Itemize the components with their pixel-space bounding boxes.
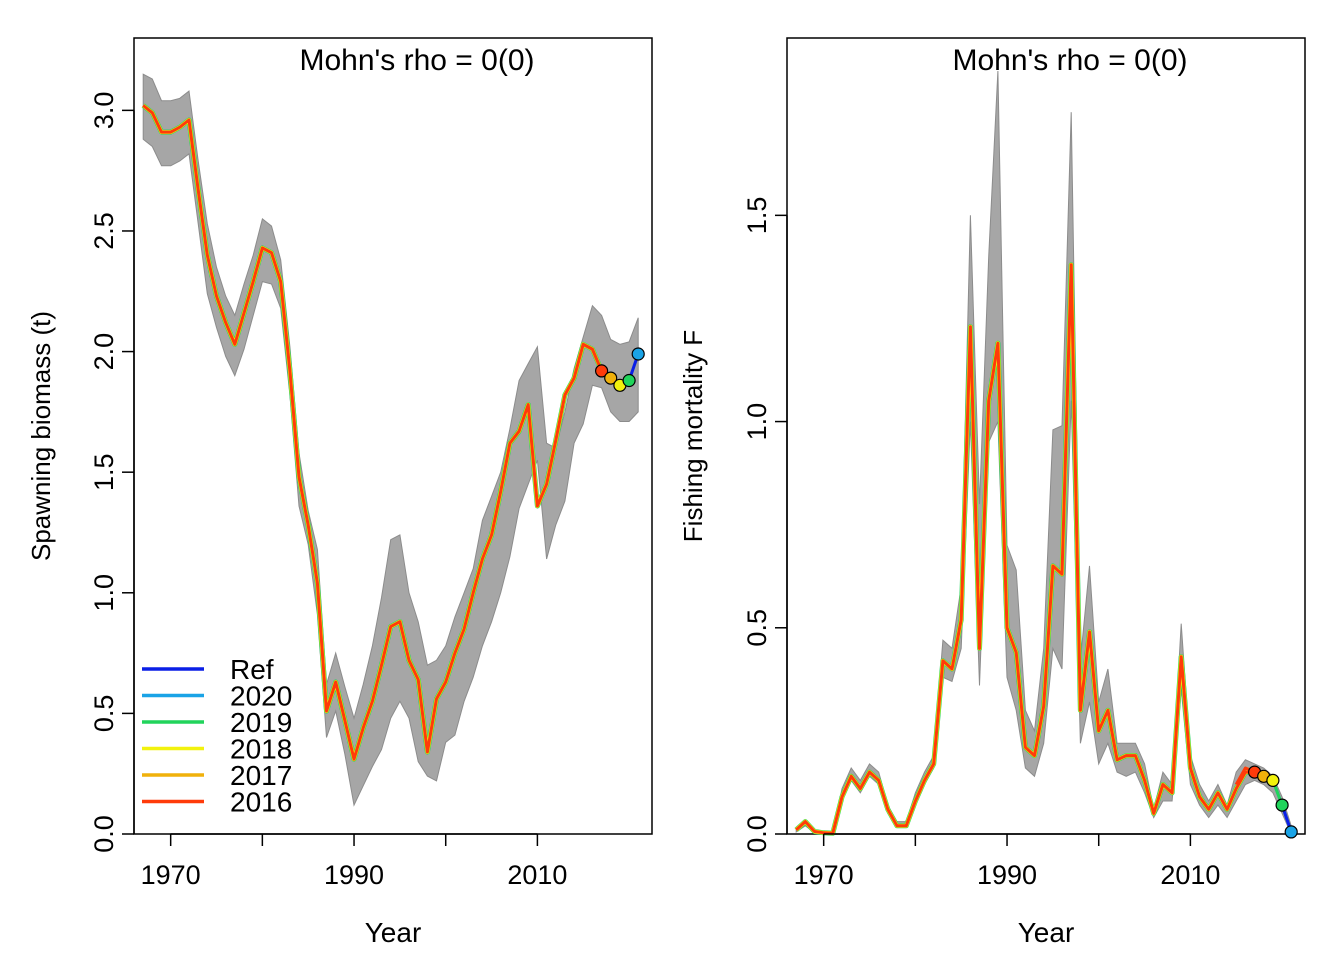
confidence-band-left xyxy=(142,73,639,807)
estimate-line-2016-left xyxy=(142,104,603,761)
y-tick-label-1.0-left: 1.0 xyxy=(89,574,119,612)
plot-layer-left: 1970 1990 2010 0.0 0.5 1.0 1.5 2.0 2.5 3.0 Ref2020… xyxy=(89,73,645,890)
x-tick-label-1990-right: 1990 xyxy=(977,860,1037,890)
y-tick-label-0.5-left: 0.5 xyxy=(89,695,119,733)
x-tick-label-1990-left: 1990 xyxy=(324,860,384,890)
y-tick-label-1.0-right: 1.0 xyxy=(742,403,772,441)
legend-label-2019: 2019 xyxy=(230,707,292,738)
y-axis-label-right: Fishing mortality F xyxy=(678,330,708,542)
y-tick-label-3.0-left: 3.0 xyxy=(89,92,119,130)
terminal-point-1-left xyxy=(594,364,609,378)
legend-label-2018: 2018 xyxy=(230,734,292,765)
terminal-point-4-right xyxy=(1275,798,1289,812)
panel-fishing-mortality: Mohn's rho = 0(0) Year Fishing mortality… xyxy=(678,37,1306,948)
estimate-line-2016-right xyxy=(795,263,1255,835)
x-tick-label-1970-left: 1970 xyxy=(141,860,201,890)
y-axis-label-left: Spawning biomass (t) xyxy=(26,311,56,561)
peel-line-2016-left xyxy=(582,342,603,372)
legend-label-Ref: Ref xyxy=(230,654,274,685)
terminal-point-3-right xyxy=(1266,773,1280,788)
y-tick-label-2.5-left: 2.5 xyxy=(89,212,119,250)
legend-label-2020: 2020 xyxy=(230,681,292,712)
panel-title-right: Mohn's rho = 0(0) xyxy=(952,44,1187,77)
y-tick-label-1.5-left: 1.5 xyxy=(89,453,119,491)
terminal-point-5-right xyxy=(1284,825,1298,839)
x-tick-label-1970-right: 1970 xyxy=(794,860,854,890)
terminal-point-4-left xyxy=(622,373,636,388)
y-tick-label-0.5-right: 0.5 xyxy=(742,609,772,647)
y-tick-label-0.0-right: 0.0 xyxy=(742,815,772,853)
terminal-point-5-left xyxy=(631,347,645,361)
legend-label-2017: 2017 xyxy=(230,760,292,791)
y-tick-label-1.5-right: 1.5 xyxy=(742,197,772,235)
terminal-point-2-left xyxy=(604,371,618,385)
x-axis-label-right: Year xyxy=(1018,917,1075,948)
legend-label-2016: 2016 xyxy=(230,787,292,818)
x-tick-label-2010-left: 2010 xyxy=(507,860,567,890)
panel-title-left: Mohn's rho = 0(0) xyxy=(299,44,534,77)
plot-layer-right: 1970 1990 2010 0.0 0.5 1.0 1.5 xyxy=(742,70,1298,890)
y-tick-label-0.0-left: 0.0 xyxy=(89,815,119,853)
x-axis-label-left: Year xyxy=(365,917,422,948)
x-tick-label-2010-right: 2010 xyxy=(1160,860,1220,890)
panel-spawning-biomass: Mohn's rho = 0(0) Year Spawning biomass … xyxy=(26,37,653,948)
y-tick-label-2.0-left: 2.0 xyxy=(89,333,119,371)
